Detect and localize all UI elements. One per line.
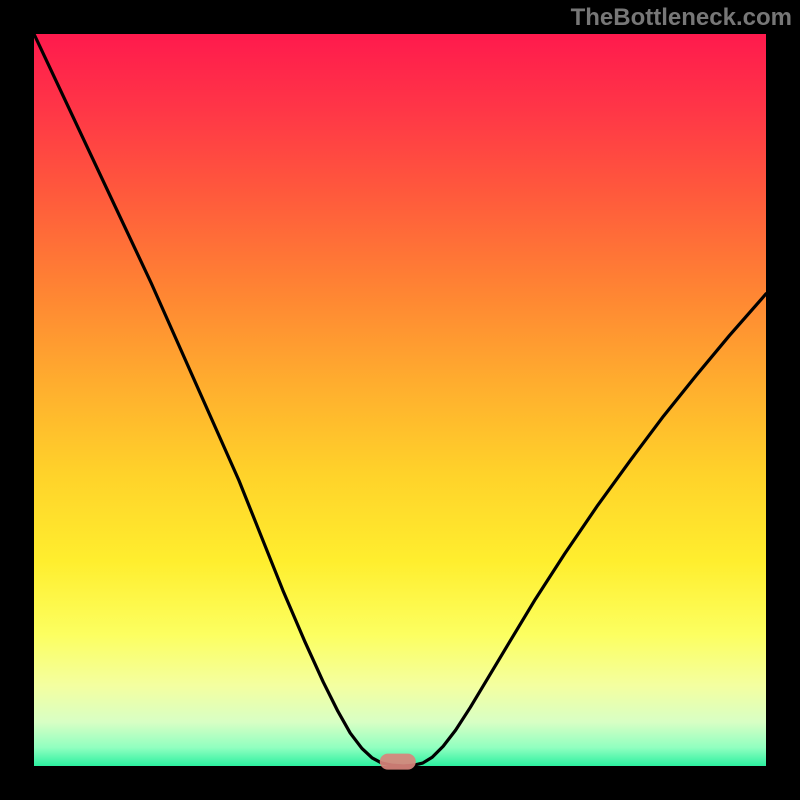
- bottleneck-marker: [380, 754, 416, 770]
- chart-frame: TheBottleneck.com: [0, 0, 800, 800]
- plot-background: [34, 34, 766, 766]
- bottleneck-chart: [0, 0, 800, 800]
- watermark-text: TheBottleneck.com: [571, 4, 792, 32]
